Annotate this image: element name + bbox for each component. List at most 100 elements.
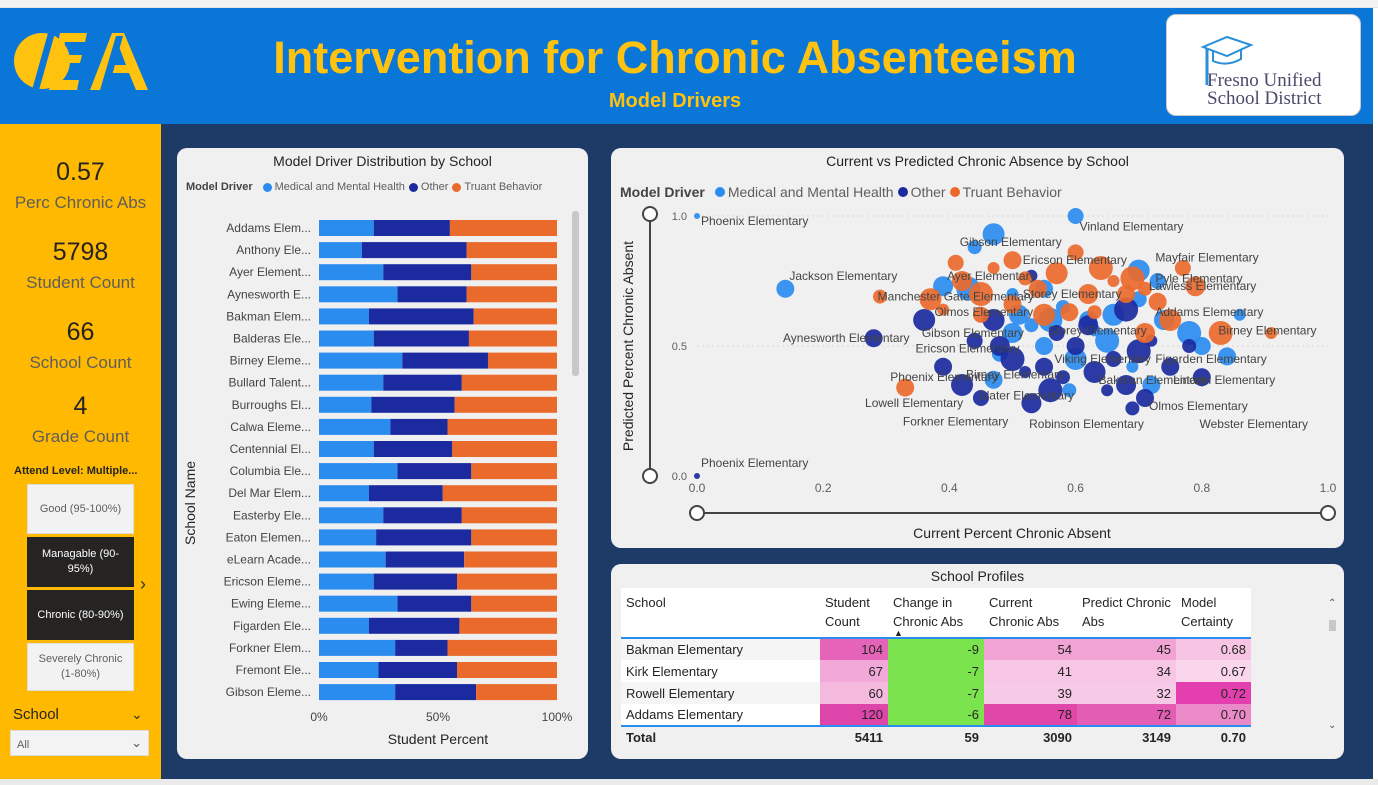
total-students: 5411 (854, 730, 883, 745)
bar-segment (368, 308, 474, 325)
col-header-school[interactable]: School (626, 595, 666, 610)
bar-segment (319, 418, 391, 435)
chevron-right-icon[interactable]: › (140, 574, 146, 594)
cell-students: 104 (820, 638, 888, 660)
total-label: Total (626, 730, 657, 745)
scatter-legend: Model Driver Medical and Mental Health O… (620, 184, 1062, 200)
legend-swatch-other (408, 182, 418, 192)
legend-swatch-truant (452, 182, 462, 192)
col-header-predict[interactable]: Predict Chronic Abs (1082, 595, 1171, 629)
scatter-point (1048, 325, 1065, 341)
scatter-point (1116, 375, 1137, 395)
col-header-certainty[interactable]: Model Certainty (1181, 595, 1234, 629)
bar-segment (319, 617, 369, 634)
point-label: Jackson Elementary (789, 269, 897, 283)
x-tick-label: 0% (310, 710, 328, 724)
scatter-point (1067, 244, 1084, 261)
attend-option-severely-chronic[interactable]: Severely Chronic (1-80%) (27, 643, 134, 691)
bar-segment (457, 662, 557, 678)
bar-segment (449, 220, 557, 236)
bar-segment (373, 330, 469, 347)
point-label: Webster Elementary (1199, 417, 1308, 431)
legend-swatch-truant (949, 187, 960, 197)
table-row[interactable]: Rowell Elementary 60 -7 39 32 0.72 (621, 682, 1251, 704)
point-label: Forkner Elementary (903, 414, 1008, 428)
sidebar: 0.57 Perc Chronic Abs 5798 Student Count… (0, 124, 161, 779)
school-dropdown[interactable]: All ⌄ (10, 730, 149, 756)
table-row[interactable]: Kirk Elementary 67 -7 41 34 0.67 (621, 660, 1251, 682)
bar-segment (471, 264, 557, 281)
kpi-value: 66 (66, 318, 95, 346)
point-label: Phoenix Elementary (701, 456, 808, 470)
scatter-point (1265, 327, 1278, 339)
table-scrollbar-thumb[interactable] (1329, 620, 1336, 631)
attend-option-good[interactable]: Good (95-100%) (27, 484, 134, 534)
y-tick-label: 0.0 (672, 471, 687, 483)
bar-segment (476, 684, 557, 701)
scroll-down-icon[interactable]: ⌄ (1328, 720, 1337, 731)
y-tick-label: Figarden Ele... (233, 619, 311, 633)
school-profiles-card[interactable]: School Profiles School Student Count Cha… (611, 564, 1344, 759)
bar-segment (319, 396, 372, 413)
col-header-student-count[interactable]: Student Count (825, 595, 870, 629)
scatter-point (1125, 401, 1140, 416)
y-tick-label: Del Mar Elem... (228, 486, 311, 500)
point-label: Birney Elementary (1218, 323, 1316, 337)
point-label: Storey Elementary (1048, 323, 1147, 337)
legend-item-medical: Medical and Mental Health (274, 181, 405, 193)
attend-option-chronic[interactable]: Chronic (80-90%) (27, 590, 134, 640)
scatter-point (937, 303, 950, 316)
cell-students: 60 (820, 682, 888, 704)
legend-swatch-medical (714, 187, 725, 197)
current-vs-predicted-card[interactable]: Current vs Predicted Chronic Absence by … (611, 148, 1344, 548)
bar-segment (319, 639, 396, 656)
y-tick-label: Bullard Talent... (229, 376, 312, 390)
y-tick-label: Birney Eleme... (230, 354, 311, 368)
report-canvas: Model Driver Distribution by School Mode… (161, 124, 1373, 779)
y-tick-label: Forkner Elem... (229, 641, 311, 655)
cell-current: 54 (984, 638, 1077, 660)
x-axis-title: Student Percent (388, 731, 489, 747)
kpi-grade-count: 4 Grade Count (0, 392, 161, 447)
bar-segment (457, 573, 557, 590)
district-name-line2: School District (1207, 88, 1322, 109)
kpi-school-count: 66 School Count (0, 318, 161, 373)
model-driver-distribution-card[interactable]: Model Driver Distribution by School Mode… (177, 148, 588, 759)
bar-segment (319, 352, 403, 369)
y-tick-label: Bakman Elem... (226, 309, 311, 323)
bar-segment (385, 551, 465, 568)
col-header-change[interactable]: Change in Chronic Abs ▲ (888, 588, 984, 638)
cell-change: -7 (888, 682, 984, 704)
chevron-down-icon[interactable]: ⌄ (131, 706, 143, 722)
x-range-slider-handle (689, 505, 705, 521)
scroll-up-icon[interactable]: ⌃ (1328, 598, 1337, 609)
bar-segment (461, 507, 557, 524)
scatter-point (984, 370, 1003, 389)
bar-segment (319, 264, 384, 281)
scatter-point (1095, 328, 1120, 353)
scatter-point (1024, 318, 1039, 333)
y-tick-label: Ericson Eleme... (224, 575, 311, 589)
scatter-point (1159, 309, 1182, 331)
table-row[interactable]: Addams Elementary 120 -6 78 72 0.70 (621, 704, 1251, 726)
cell-predict: 72 (1077, 704, 1176, 726)
scatter-point (1088, 256, 1113, 280)
scatter-point (1035, 357, 1054, 376)
y-tick-label: 1.0 (672, 211, 687, 223)
bar-segment (376, 529, 472, 546)
scatter-point (1161, 357, 1180, 376)
point-label: Pyle Elementary (1155, 271, 1242, 285)
report-header: Intervention for Chronic Absenteeism Mod… (0, 8, 1373, 124)
cell-current: 39 (984, 682, 1077, 704)
bar-segment (319, 463, 398, 480)
attend-option-managable[interactable]: Managable (90-95%) (27, 537, 134, 587)
scatter-point (1233, 308, 1246, 321)
kpi-label: Grade Count (31, 427, 130, 446)
report-subtitle: Model Drivers (608, 90, 742, 112)
x-tick-label: 0.0 (689, 481, 706, 495)
scatter-point (1033, 303, 1056, 326)
col-header-current[interactable]: Current Chronic Abs (989, 595, 1060, 629)
table-row[interactable]: Bakman Elementary 104 -9 54 45 0.68 (621, 638, 1251, 660)
bottom-strip (0, 779, 1378, 785)
bar-segment (452, 441, 557, 457)
